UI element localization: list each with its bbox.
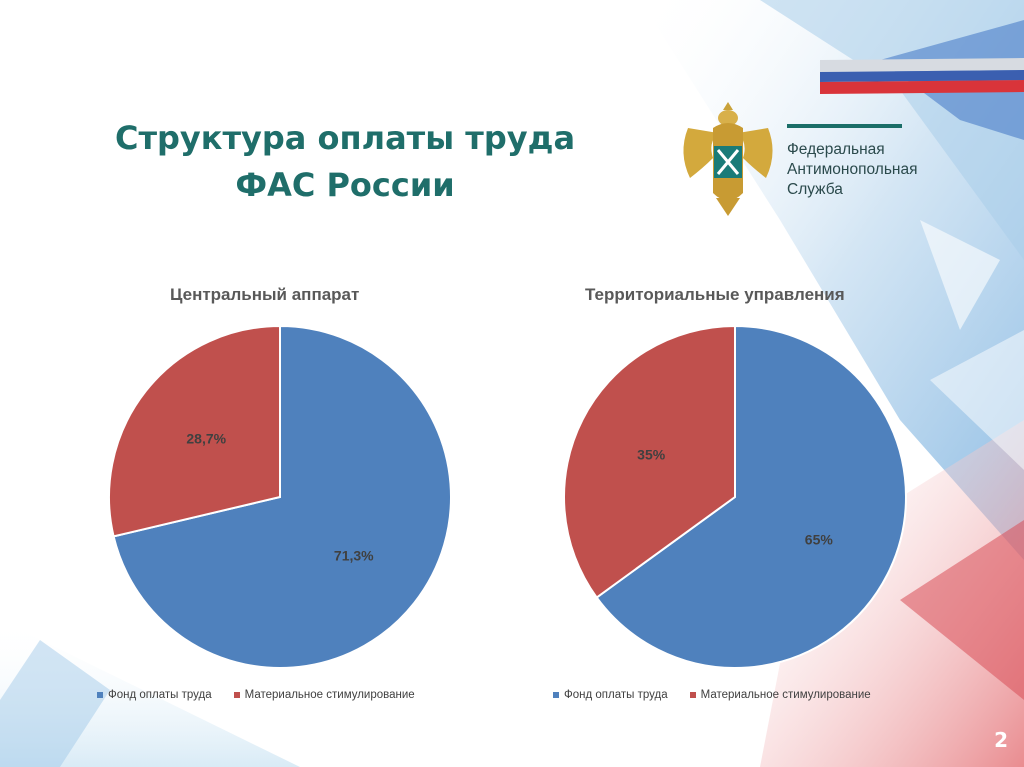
legend-item-stim: Материальное стимулирование [689,689,871,701]
page-number: 2 [994,728,1008,752]
legend-label-stim: Материальное стимулирование [244,689,415,701]
logo-text-line-2: Антимонопольная [787,161,918,178]
slice-stim-0 [108,324,281,538]
legend-item-stim: Материальное стимулирование [233,689,415,701]
legend-swatch-fund [553,692,559,698]
logo-text-line-3: Служба [787,181,843,198]
legend-swatch-stim [233,692,240,698]
logo-text: Федеральная Антимонопольная Служба [787,140,917,200]
legend-item-fund: Фонд оплаты труда [553,689,668,701]
slice-fund-0 [112,324,452,669]
legend-swatch-stim [689,692,696,698]
data-label-slice-fund-0: 71,3% [334,547,374,563]
slide-title: Структура оплаты труда ФАС России [60,115,630,209]
logo-divider [787,124,902,128]
chart-title-territorial: Территориальные управления [585,285,845,304]
legend-label-fund: Фонд оплаты труда [108,689,212,701]
legend-swatch-fund [97,692,103,698]
legend-central: Фонд оплаты труда Материальное стимулиро… [97,689,437,701]
slide-title-line-2: ФАС России [235,166,455,204]
slide-title-line-1: Структура оплаты труда [114,119,576,157]
legend-label-fund: Фонд оплаты труда [564,689,668,701]
data-label-slice-fund-1: 65% [805,532,834,548]
legend-territorial: Фонд оплаты труда Материальное стимулиро… [553,689,893,701]
logo-text-line-1: Федеральная [787,141,885,158]
slice-stim-1 [563,324,736,599]
data-label-slice-stim-1: 35% [637,446,666,462]
legend-label-stim: Материальное стимулирование [700,689,871,701]
fas-emblem-icon [683,102,773,216]
chart-title-central: Центральный аппарат [170,285,360,304]
legend-item-fund: Фонд оплаты труда [97,689,212,701]
data-label-slice-stim-0: 28,7% [186,431,226,447]
slice-fund-1 [595,324,907,669]
